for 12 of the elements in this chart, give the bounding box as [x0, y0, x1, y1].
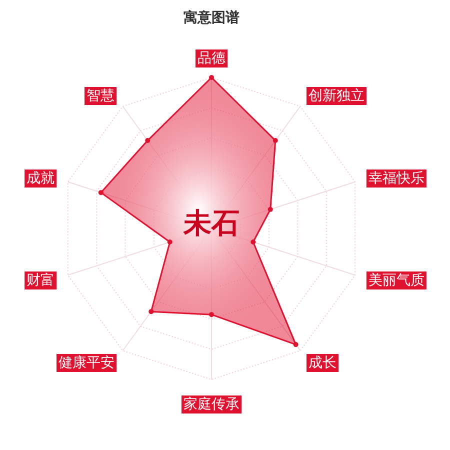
text: 未石 [182, 206, 240, 240]
spoke-label: 幸福快乐 [368, 170, 424, 187]
spoke-label: 家庭传承 [184, 396, 240, 412]
spoke-label: 成就 [26, 170, 55, 187]
spoke-label: 健康平安 [58, 354, 115, 371]
spoke-label: 创新独立 [308, 88, 364, 104]
spoke-label: 智慧 [86, 88, 115, 104]
spoke-label: 财富 [26, 272, 55, 288]
spoke-label: 美丽气质 [368, 272, 424, 288]
chart-title: 寓意图谱 [184, 9, 240, 26]
spoke-label: 成长 [308, 354, 336, 371]
spoke-label: 品德 [198, 50, 226, 66]
